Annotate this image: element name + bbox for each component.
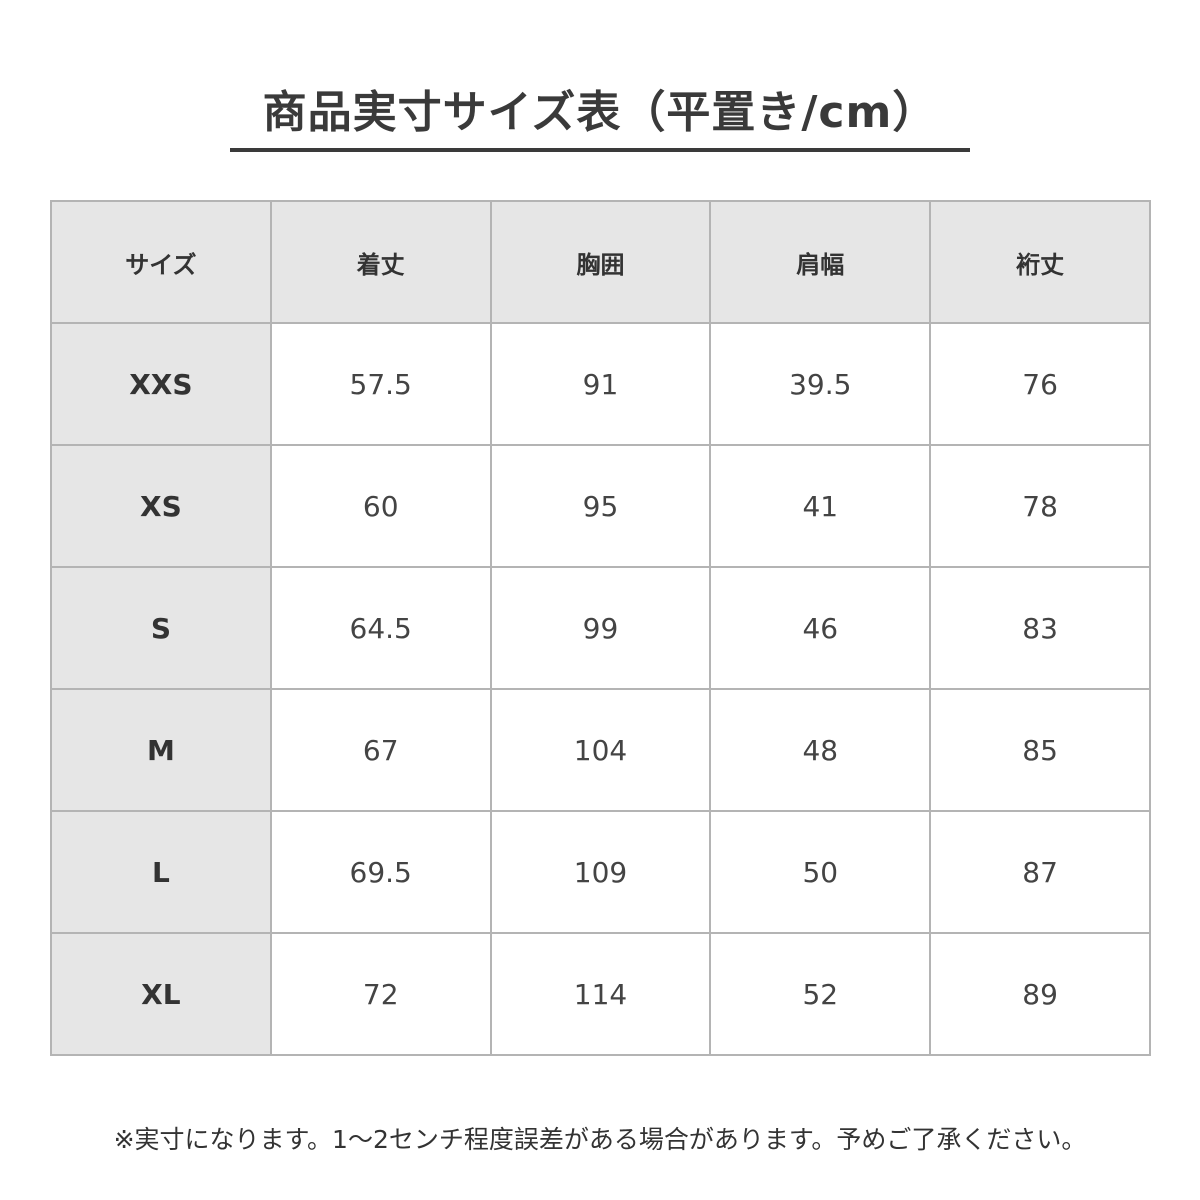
measurement-cell: 87 bbox=[929, 810, 1151, 934]
size-label-cell: M bbox=[50, 688, 272, 812]
column-header: 胸囲 bbox=[489, 200, 712, 324]
measurement-cell: 85 bbox=[929, 688, 1151, 812]
size-label-cell: XS bbox=[50, 444, 272, 568]
size-table: サイズ 着丈 胸囲 肩幅 裄丈 XXS 57.5 91 39.5 76 XS 60 95 41 78 S 64… bbox=[50, 200, 1151, 1056]
table-row: XS 60 95 41 78 bbox=[50, 444, 1151, 568]
measurement-cell: 95 bbox=[489, 444, 712, 568]
measurement-cell: 104 bbox=[489, 688, 712, 812]
measurement-cell: 39.5 bbox=[709, 322, 932, 446]
measurement-cell: 46 bbox=[709, 566, 932, 690]
measurement-cell: 72 bbox=[269, 932, 492, 1056]
table-row: L 69.5 109 50 87 bbox=[50, 810, 1151, 934]
measurement-cell: 69.5 bbox=[269, 810, 492, 934]
table-row: S 64.5 99 46 83 bbox=[50, 566, 1151, 690]
measurement-cell: 67 bbox=[269, 688, 492, 812]
measurement-cell: 76 bbox=[929, 322, 1151, 446]
table-row: XL 72 114 52 89 bbox=[50, 932, 1151, 1056]
measurement-cell: 83 bbox=[929, 566, 1151, 690]
measurement-cell: 78 bbox=[929, 444, 1151, 568]
column-header: 着丈 bbox=[269, 200, 492, 324]
size-label-cell: XXS bbox=[50, 322, 272, 446]
column-header: 裄丈 bbox=[929, 200, 1151, 324]
measurement-cell: 50 bbox=[709, 810, 932, 934]
disclaimer-note: ※実寸になります。1〜2センチ程度誤差がある場合があります。予めご了承ください。 bbox=[113, 1125, 1087, 1154]
measurement-cell: 89 bbox=[929, 932, 1151, 1056]
measurement-cell: 64.5 bbox=[269, 566, 492, 690]
page-title: 商品実寸サイズ表（平置き/cm） bbox=[262, 87, 938, 138]
measurement-cell: 48 bbox=[709, 688, 932, 812]
measurement-cell: 57.5 bbox=[269, 322, 492, 446]
table-header-row: サイズ 着丈 胸囲 肩幅 裄丈 bbox=[50, 200, 1151, 324]
size-label-cell: L bbox=[50, 810, 272, 934]
size-label-cell: S bbox=[50, 566, 272, 690]
measurement-cell: 109 bbox=[489, 810, 712, 934]
size-label-cell: XL bbox=[50, 932, 272, 1056]
measurement-cell: 60 bbox=[269, 444, 492, 568]
column-header: 肩幅 bbox=[709, 200, 932, 324]
column-header: サイズ bbox=[50, 200, 272, 324]
measurement-cell: 41 bbox=[709, 444, 932, 568]
measurement-cell: 114 bbox=[489, 932, 712, 1056]
measurement-cell: 99 bbox=[489, 566, 712, 690]
measurement-cell: 91 bbox=[489, 322, 712, 446]
title-underline bbox=[230, 148, 970, 152]
table-row: XXS 57.5 91 39.5 76 bbox=[50, 322, 1151, 446]
table-row: M 67 104 48 85 bbox=[50, 688, 1151, 812]
measurement-cell: 52 bbox=[709, 932, 932, 1056]
